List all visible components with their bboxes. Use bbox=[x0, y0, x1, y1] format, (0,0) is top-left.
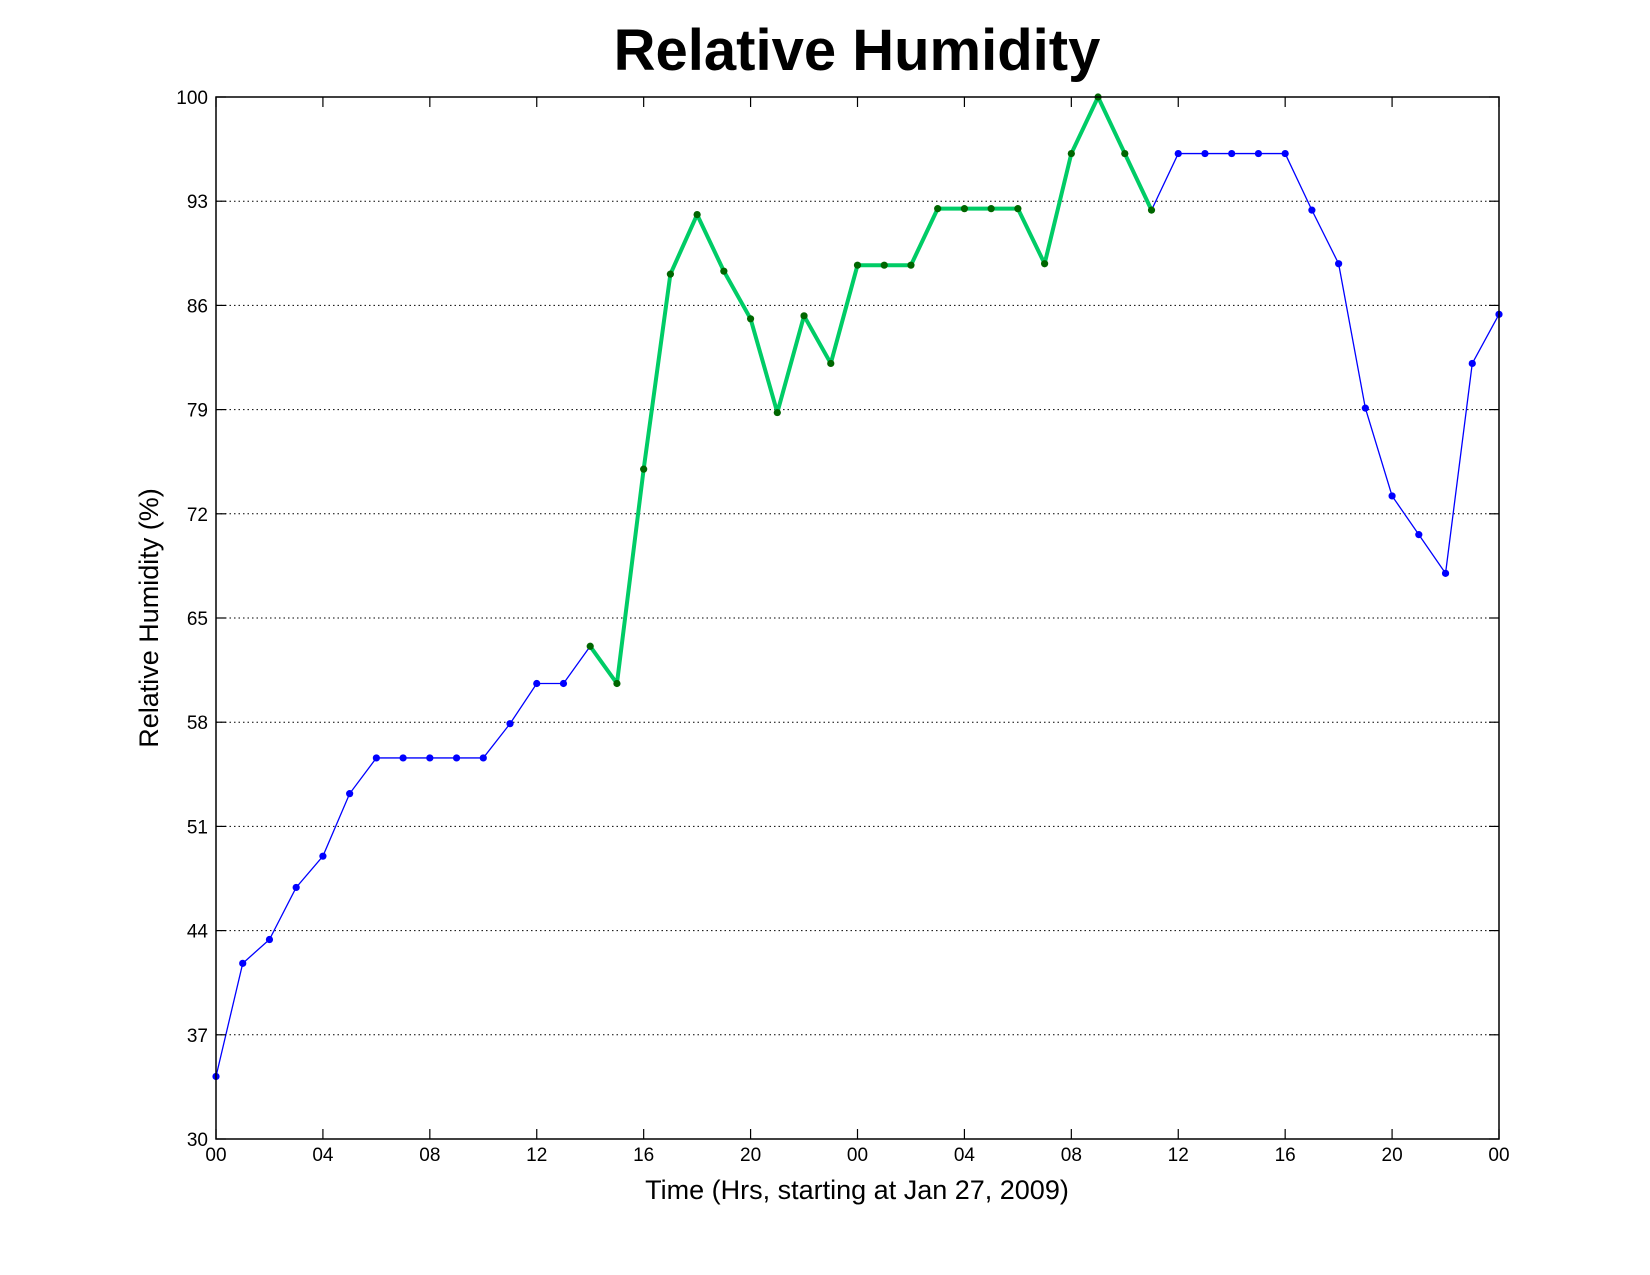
x-tick-label: 16 bbox=[1275, 1145, 1296, 1166]
axis-ticks: 30 37 44 51 58 65 72 79 86 93 100 00 04 08 12 16 20 00 04 0… bbox=[176, 88, 1509, 1166]
x-tick-label: 04 bbox=[954, 1145, 976, 1166]
y-tick-label: 51 bbox=[187, 817, 208, 838]
data-point bbox=[1254, 149, 1263, 158]
data-point bbox=[292, 883, 300, 892]
data-point bbox=[1388, 492, 1396, 500]
x-tick-label: 00 bbox=[1488, 1145, 1509, 1166]
data-point bbox=[319, 852, 327, 860]
data-point bbox=[1228, 149, 1236, 158]
data-point bbox=[559, 679, 568, 688]
y-tick-label: 72 bbox=[187, 505, 208, 526]
x-tick-label: 12 bbox=[526, 1145, 547, 1166]
chart-title: Relative Humidity bbox=[614, 18, 1101, 83]
data-point bbox=[853, 261, 862, 269]
data-point bbox=[479, 754, 487, 762]
data-point bbox=[1014, 205, 1022, 213]
data-point bbox=[1281, 149, 1289, 158]
data-point bbox=[987, 205, 995, 213]
y-gridlines bbox=[216, 200, 1499, 1036]
data-point bbox=[934, 205, 942, 213]
data-point bbox=[586, 642, 594, 650]
series-line-green bbox=[588, 95, 1154, 686]
data-point bbox=[1441, 569, 1450, 577]
y-tick-label: 100 bbox=[176, 88, 208, 109]
x-axis-label: Time (Hrs, starting at Jan 27, 2009) bbox=[645, 1175, 1069, 1205]
data-point bbox=[880, 261, 888, 269]
data-point bbox=[827, 359, 835, 368]
data-point bbox=[720, 267, 728, 275]
y-tick-label: 93 bbox=[187, 192, 208, 213]
x-tick-label: 00 bbox=[847, 1145, 868, 1166]
data-point bbox=[800, 312, 808, 320]
x-tick-label: 08 bbox=[1061, 1145, 1082, 1166]
data-point bbox=[666, 270, 674, 278]
x-tick-label: 04 bbox=[312, 1145, 334, 1166]
y-axis-label: Relative Humidity (%) bbox=[134, 488, 164, 748]
data-point bbox=[773, 408, 781, 417]
data-point bbox=[1201, 149, 1209, 158]
y-tick-label: 30 bbox=[187, 1130, 208, 1151]
y-tick-label: 44 bbox=[187, 922, 209, 943]
data-point bbox=[1121, 149, 1129, 158]
x-tick-label: 08 bbox=[419, 1145, 440, 1166]
data-point bbox=[1361, 404, 1369, 412]
data-point bbox=[1147, 206, 1156, 214]
x-tick-label: 00 bbox=[205, 1145, 226, 1166]
y-tick-label: 58 bbox=[187, 713, 208, 734]
data-point bbox=[346, 790, 354, 798]
data-point bbox=[533, 679, 541, 688]
data-point bbox=[960, 205, 969, 213]
data-point bbox=[239, 959, 247, 967]
plot-frame bbox=[215, 96, 1500, 1140]
data-point bbox=[399, 754, 407, 762]
series-line-blue bbox=[215, 95, 1500, 1077]
x-tick-label: 12 bbox=[1168, 1145, 1189, 1166]
data-point bbox=[1067, 149, 1075, 158]
y-tick-label: 37 bbox=[187, 1026, 208, 1047]
x-tick-label: 16 bbox=[633, 1145, 654, 1166]
data-point bbox=[613, 679, 621, 688]
data-point bbox=[265, 935, 274, 944]
data-point bbox=[1041, 260, 1049, 268]
data-point bbox=[1468, 359, 1476, 368]
data-point bbox=[372, 754, 380, 762]
data-point bbox=[1308, 206, 1316, 214]
data-point bbox=[746, 315, 755, 323]
x-tick-label: 20 bbox=[740, 1145, 761, 1166]
x-tick-label: 20 bbox=[1382, 1145, 1403, 1166]
series-layer bbox=[212, 93, 1503, 1081]
data-point bbox=[693, 210, 701, 219]
data-point bbox=[426, 754, 434, 762]
data-point bbox=[506, 720, 514, 728]
data-point bbox=[1335, 260, 1343, 268]
y-tick-label: 86 bbox=[187, 296, 208, 317]
y-tick-label: 79 bbox=[187, 401, 208, 422]
data-point bbox=[640, 465, 648, 473]
data-point bbox=[452, 754, 461, 762]
data-point bbox=[1174, 149, 1182, 158]
data-point bbox=[907, 261, 915, 269]
y-tick-label: 65 bbox=[187, 609, 208, 630]
data-point bbox=[1415, 531, 1423, 539]
